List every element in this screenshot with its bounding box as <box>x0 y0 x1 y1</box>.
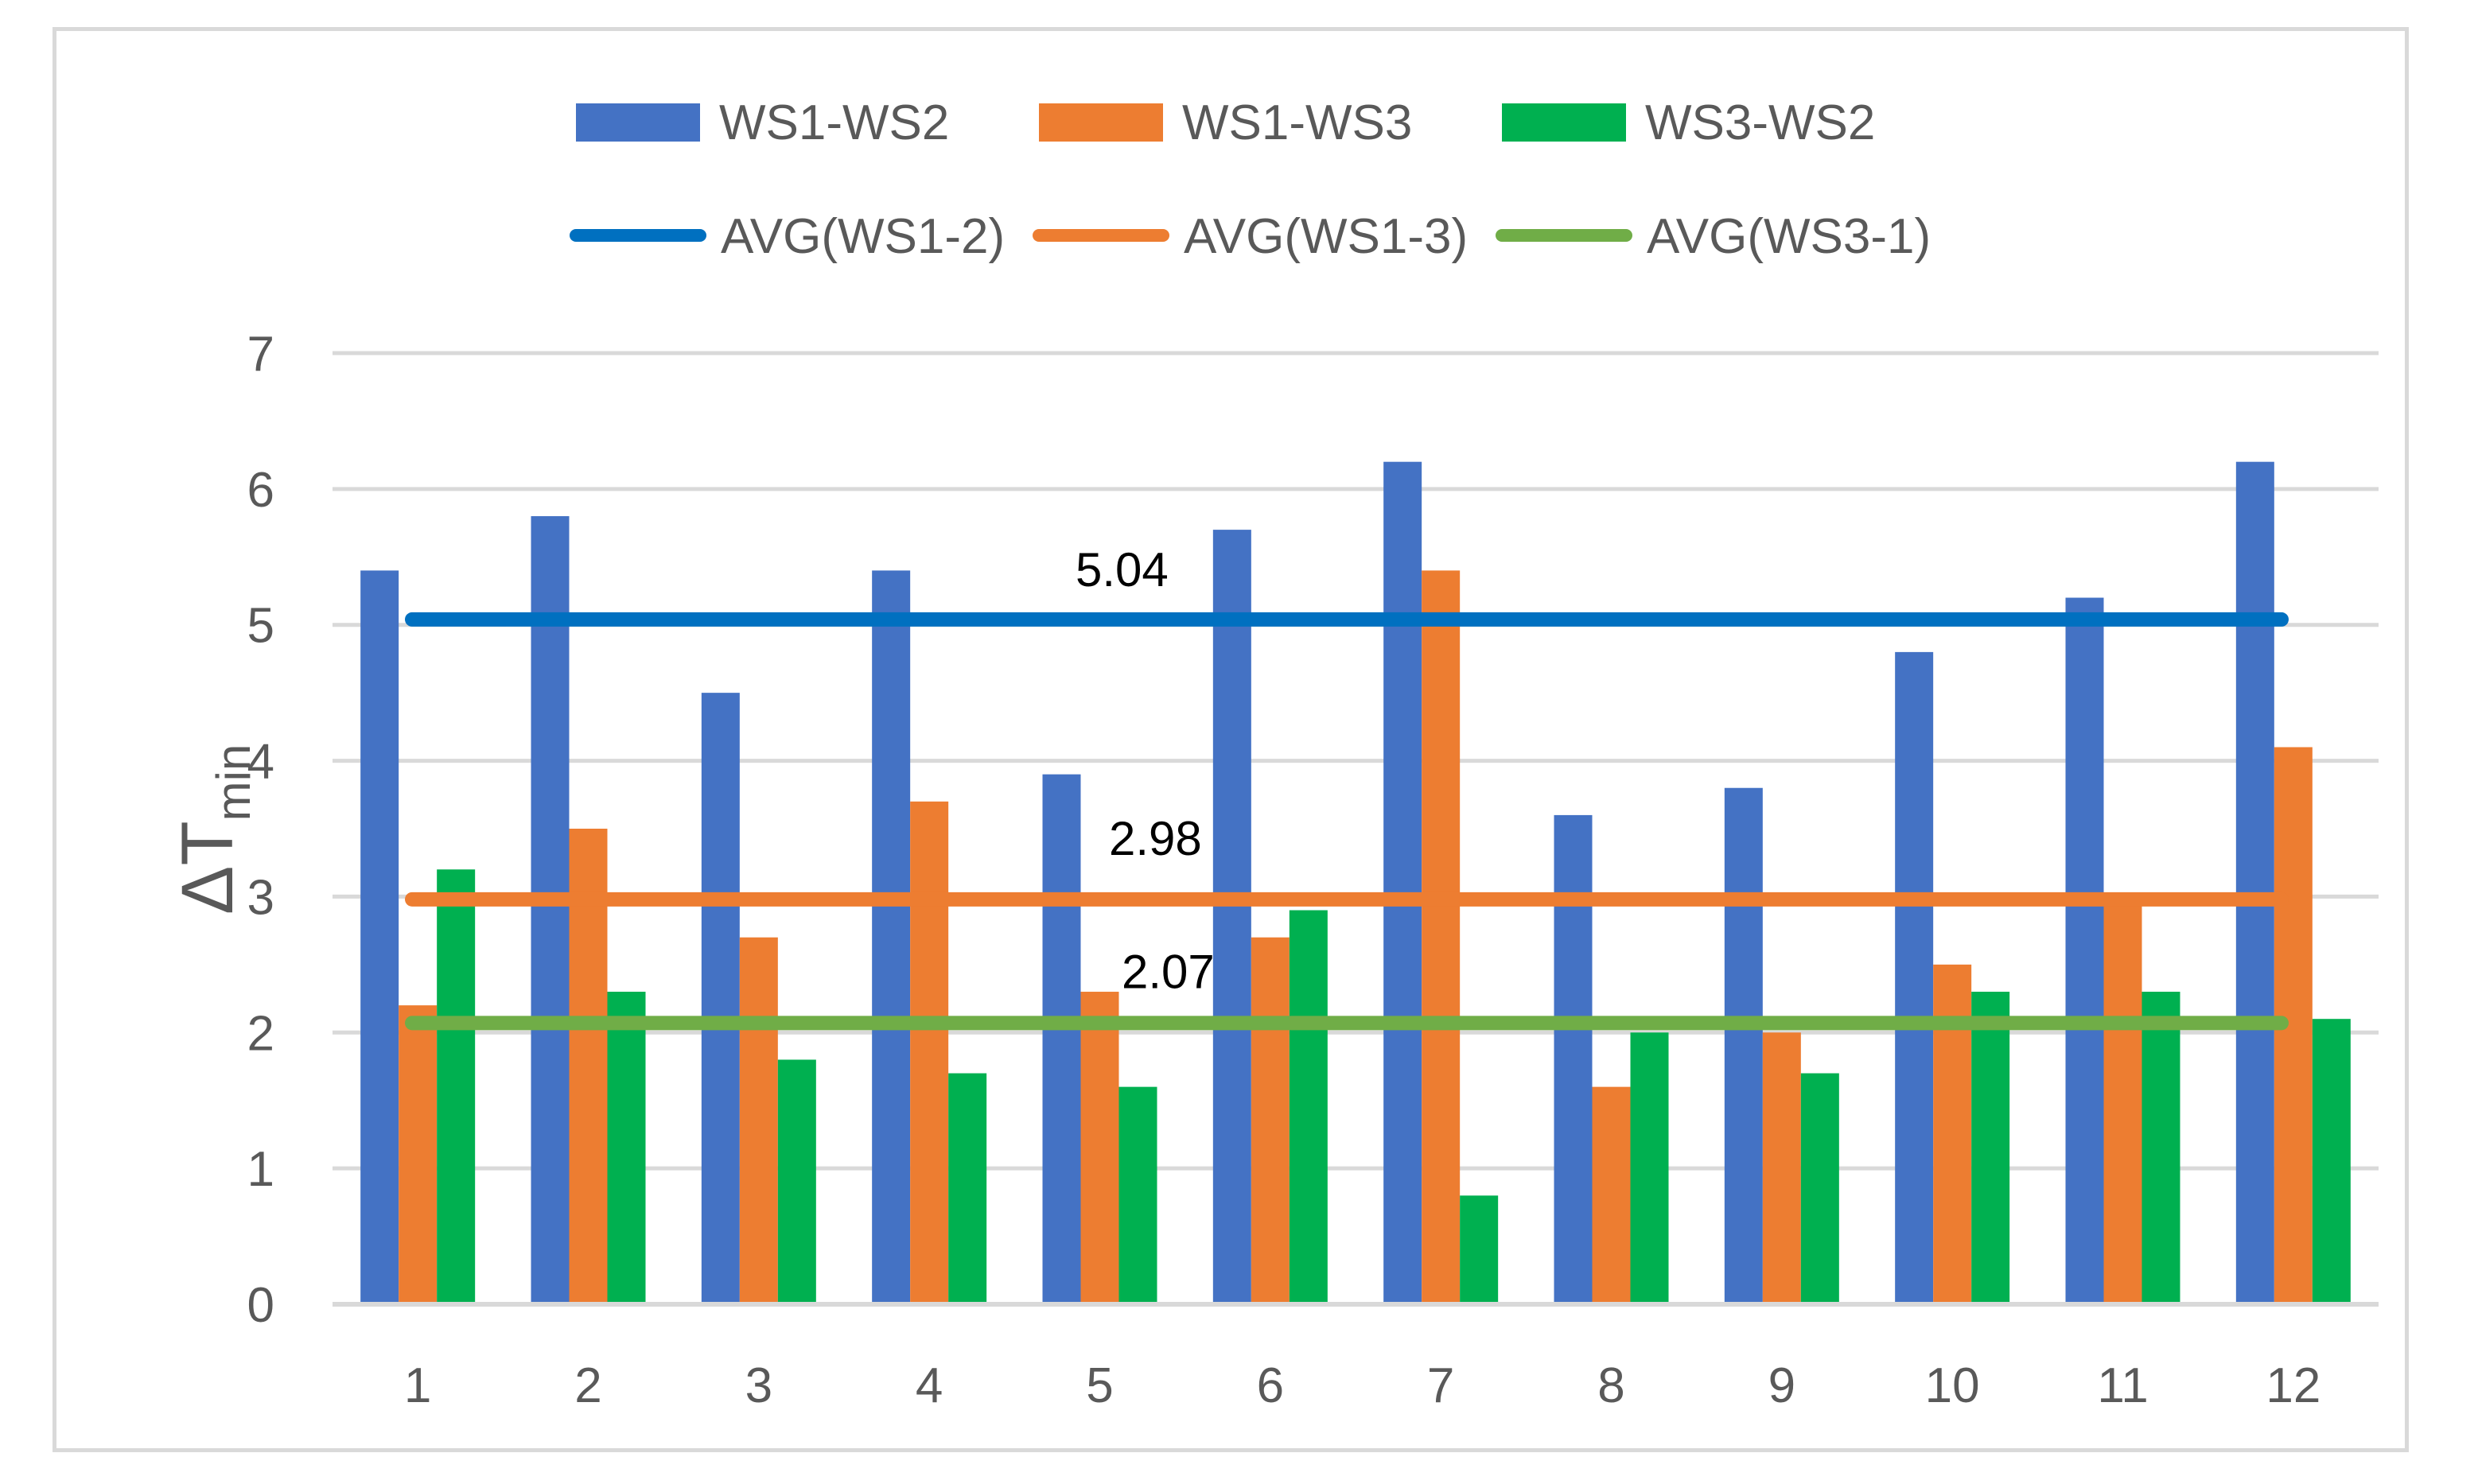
x-tick-label: 4 <box>916 1358 943 1413</box>
legend-swatch-ws1-ws3 <box>1039 103 1163 142</box>
x-tick-label: 7 <box>1427 1358 1454 1413</box>
bar-ws1-ws2-12 <box>2235 461 2274 1304</box>
y-tick-label: 1 <box>247 1142 274 1197</box>
legend-label-ws1-ws2: WS1-WS2 <box>719 95 949 150</box>
bar-ws1-ws2-2 <box>531 516 570 1304</box>
bar-ws1-ws2-1 <box>360 570 399 1304</box>
bar-ws1-ws2-7 <box>1383 461 1422 1304</box>
avg-value-label-3: 2.07 <box>1122 945 1215 998</box>
bar-ws1-ws2-4 <box>872 570 911 1304</box>
bar-ws1-ws3-3 <box>739 937 778 1304</box>
x-tick-label: 8 <box>1597 1358 1624 1413</box>
y-axis-title-subscript: min <box>207 744 260 822</box>
bar-ws1-ws2-9 <box>1724 787 1763 1304</box>
bar-ws3-ws2-10 <box>1971 992 2010 1304</box>
x-tick-label: 2 <box>574 1358 601 1413</box>
legend-swatch-ws3-ws2 <box>1502 103 1626 142</box>
legend-label-avg-2: AVG(WS1-3) <box>1184 209 1468 264</box>
legend-label-avg-3: AVG(WS3-1) <box>1647 209 1931 264</box>
x-tick-label: 6 <box>1257 1358 1284 1413</box>
avg-value-label-1: 5.04 <box>1076 543 1169 596</box>
legend-label-ws3-ws2: WS3-WS2 <box>1645 95 1875 150</box>
x-tick-label: 12 <box>2266 1358 2320 1413</box>
bar-ws1-ws3-10 <box>1933 964 1972 1304</box>
bar-ws1-ws2-6 <box>1212 530 1251 1304</box>
bar-ws1-ws3-7 <box>1422 570 1461 1304</box>
bar-ws1-ws3-9 <box>1762 1032 1801 1304</box>
y-tick-label: 0 <box>247 1278 274 1333</box>
bar-ws1-ws3-8 <box>1592 1086 1631 1304</box>
bar-ws3-ws2-7 <box>1460 1195 1499 1304</box>
y-tick-label: 6 <box>247 463 274 518</box>
y-tick-label: 2 <box>247 1006 274 1061</box>
bar-ws1-ws2-5 <box>1042 774 1081 1304</box>
y-tick-label: 5 <box>247 599 274 654</box>
legend-label-avg-1: AVG(WS1-2) <box>721 209 1005 264</box>
bars <box>360 461 2351 1304</box>
bar-ws3-ws2-3 <box>777 1059 816 1304</box>
bar-ws1-ws2-3 <box>701 693 740 1304</box>
bar-ws3-ws2-1 <box>437 869 476 1304</box>
bar-ws3-ws2-5 <box>1118 1086 1157 1304</box>
bar-ws1-ws2-10 <box>1895 651 1934 1304</box>
bar-ws1-ws3-11 <box>2103 896 2142 1304</box>
x-tick-label: 11 <box>2097 1358 2148 1413</box>
bar-ws3-ws2-8 <box>1630 1032 1669 1304</box>
x-tick-label: 5 <box>1086 1358 1113 1413</box>
y-axis-title: ΔTmin <box>167 744 260 915</box>
bar-ws1-ws3-1 <box>399 1005 438 1304</box>
x-tick-label: 10 <box>1925 1358 1980 1413</box>
average-lines: 5.04 2.98 2.07 <box>405 543 2289 1031</box>
bar-ws1-ws2-8 <box>1554 814 1593 1304</box>
bar-ws3-ws2-4 <box>948 1073 987 1304</box>
x-tick-label: 9 <box>1768 1358 1795 1413</box>
y-axis-title-main: ΔT <box>167 821 248 915</box>
bar-ws1-ws3-6 <box>1251 937 1290 1304</box>
bar-ws3-ws2-12 <box>2312 1019 2351 1304</box>
x-tick-label: 3 <box>745 1358 772 1413</box>
x-tick-label: 1 <box>404 1358 431 1413</box>
bar-ws3-ws2-2 <box>607 992 646 1304</box>
y-tick-label: 7 <box>247 327 274 382</box>
legend: WS1-WS2 WS1-WS3 WS3-WS2 AVG(WS1-2) AVG(WS1-3… <box>570 95 1931 264</box>
bar-ws1-ws3-4 <box>910 801 949 1304</box>
bar-ws1-ws2-11 <box>2065 597 2104 1304</box>
y-tick-label: 4 <box>247 735 274 790</box>
bar-ws1-ws3-5 <box>1080 992 1119 1304</box>
legend-swatch-ws1-ws2 <box>576 103 700 142</box>
bar-ws1-ws3-2 <box>569 829 608 1304</box>
avg-value-label-2: 2.98 <box>1109 812 1202 865</box>
legend-label-ws1-ws3: WS1-WS3 <box>1182 95 1412 150</box>
y-tick-label: 3 <box>247 870 274 925</box>
bar-ws3-ws2-6 <box>1289 910 1328 1304</box>
bar-ws3-ws2-11 <box>2142 992 2180 1304</box>
bar-ws3-ws2-9 <box>1800 1073 1839 1304</box>
